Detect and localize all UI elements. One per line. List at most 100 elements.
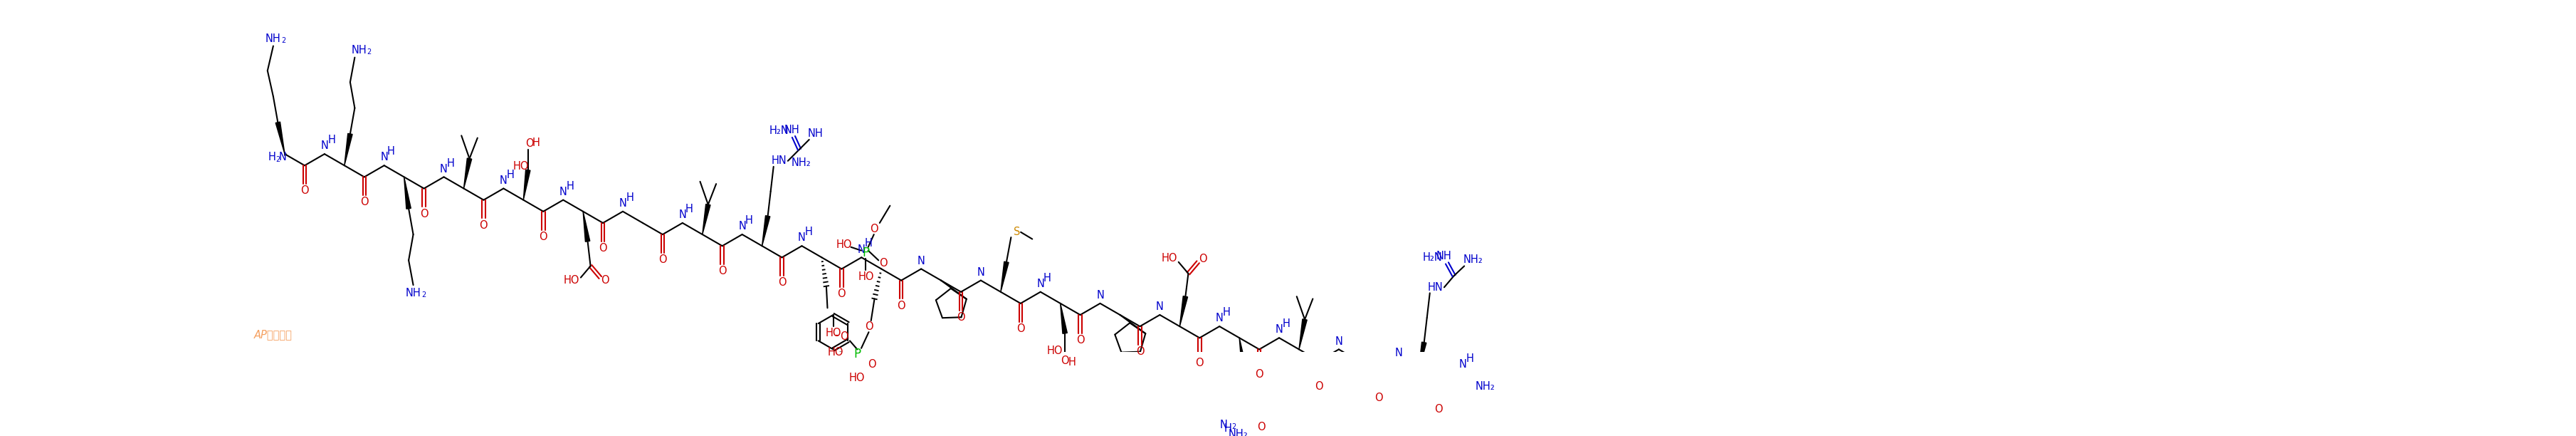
- Text: H: H: [1069, 357, 1077, 368]
- Text: N: N: [677, 210, 685, 220]
- Text: O: O: [479, 220, 487, 231]
- Text: HO: HO: [837, 239, 853, 250]
- Text: H: H: [507, 169, 515, 180]
- Text: NH₂: NH₂: [1463, 254, 1484, 265]
- Text: O: O: [1376, 392, 1383, 403]
- Text: NH: NH: [265, 34, 281, 44]
- Text: H: H: [804, 227, 811, 238]
- Text: N: N: [1157, 302, 1164, 312]
- Text: O: O: [1257, 422, 1265, 432]
- Text: O: O: [778, 277, 786, 288]
- Text: H: H: [1466, 353, 1473, 364]
- Text: O: O: [878, 258, 886, 269]
- Text: N: N: [1097, 290, 1105, 301]
- Text: O: O: [1255, 369, 1262, 380]
- Text: H: H: [533, 137, 541, 148]
- Polygon shape: [404, 177, 412, 209]
- Text: O: O: [420, 208, 428, 219]
- Text: O: O: [526, 138, 533, 149]
- Text: NH₂: NH₂: [1229, 429, 1249, 436]
- Text: NH: NH: [350, 45, 366, 56]
- Text: HO: HO: [564, 275, 580, 286]
- Text: H: H: [626, 192, 634, 203]
- Text: H: H: [1224, 423, 1231, 434]
- Text: O: O: [866, 321, 873, 332]
- Text: N: N: [976, 267, 984, 278]
- Text: AP专肽生物: AP专肽生物: [252, 329, 291, 340]
- Text: P: P: [863, 246, 871, 259]
- Text: H: H: [386, 146, 394, 157]
- Text: O: O: [1018, 324, 1025, 334]
- Text: NH: NH: [1437, 251, 1453, 262]
- Text: HO: HO: [827, 347, 842, 358]
- Text: HO: HO: [858, 272, 873, 282]
- Text: N: N: [618, 198, 626, 209]
- Text: N: N: [319, 140, 327, 151]
- Text: H: H: [327, 135, 335, 146]
- Text: O: O: [538, 232, 549, 242]
- Text: HO: HO: [513, 161, 528, 172]
- Polygon shape: [1298, 319, 1306, 349]
- Text: -: -: [835, 329, 840, 341]
- Text: O: O: [868, 359, 876, 370]
- Text: N: N: [1394, 347, 1401, 358]
- Text: N: N: [559, 187, 567, 197]
- Text: N: N: [739, 221, 747, 232]
- Polygon shape: [1180, 296, 1188, 327]
- Text: HO: HO: [1162, 253, 1177, 264]
- Polygon shape: [523, 170, 531, 200]
- Text: N: N: [858, 244, 866, 255]
- Text: P: P: [853, 347, 860, 361]
- Polygon shape: [345, 133, 353, 166]
- Text: H: H: [446, 158, 453, 169]
- Text: H: H: [1043, 273, 1051, 283]
- Text: O: O: [719, 266, 726, 276]
- Text: O: O: [896, 300, 904, 311]
- Text: N: N: [381, 152, 389, 163]
- Text: O: O: [1061, 355, 1069, 366]
- Polygon shape: [582, 211, 590, 242]
- Text: H₂N: H₂N: [770, 126, 788, 136]
- Text: HO: HO: [824, 328, 842, 339]
- Polygon shape: [762, 216, 770, 246]
- Polygon shape: [464, 158, 471, 188]
- Text: HO: HO: [1046, 345, 1064, 356]
- Polygon shape: [1239, 338, 1247, 368]
- Text: NH: NH: [783, 125, 799, 135]
- Text: O: O: [840, 331, 848, 342]
- Text: O: O: [600, 275, 608, 286]
- Polygon shape: [276, 122, 286, 154]
- Text: H: H: [1283, 319, 1291, 330]
- Polygon shape: [703, 204, 711, 235]
- Text: S: S: [1012, 227, 1020, 238]
- Text: H: H: [685, 204, 693, 215]
- Polygon shape: [999, 262, 1010, 292]
- Text: O: O: [659, 254, 667, 265]
- Text: O: O: [1136, 346, 1144, 357]
- Text: N: N: [917, 255, 925, 266]
- Text: NH₂: NH₂: [1476, 381, 1494, 392]
- Text: O: O: [956, 312, 966, 323]
- Text: O: O: [837, 289, 845, 300]
- Text: 2: 2: [276, 156, 281, 164]
- Text: N: N: [1334, 336, 1342, 347]
- Text: N: N: [1216, 313, 1224, 324]
- Text: N: N: [1218, 420, 1226, 431]
- Text: O: O: [1195, 358, 1203, 368]
- Text: N: N: [799, 232, 806, 243]
- Text: N: N: [1036, 279, 1043, 289]
- Text: H: H: [744, 215, 752, 226]
- Text: O: O: [1077, 335, 1084, 345]
- Text: 2: 2: [366, 49, 371, 56]
- Polygon shape: [1061, 303, 1066, 334]
- Text: O: O: [301, 185, 309, 196]
- Text: O: O: [1314, 381, 1324, 392]
- Text: 2: 2: [1231, 423, 1236, 430]
- Text: N: N: [500, 175, 507, 186]
- Text: O: O: [361, 197, 368, 208]
- Text: HO: HO: [850, 373, 866, 383]
- Text: N: N: [1458, 359, 1466, 370]
- Text: N: N: [440, 164, 448, 174]
- Text: HN: HN: [773, 156, 788, 166]
- Text: 2: 2: [422, 291, 425, 298]
